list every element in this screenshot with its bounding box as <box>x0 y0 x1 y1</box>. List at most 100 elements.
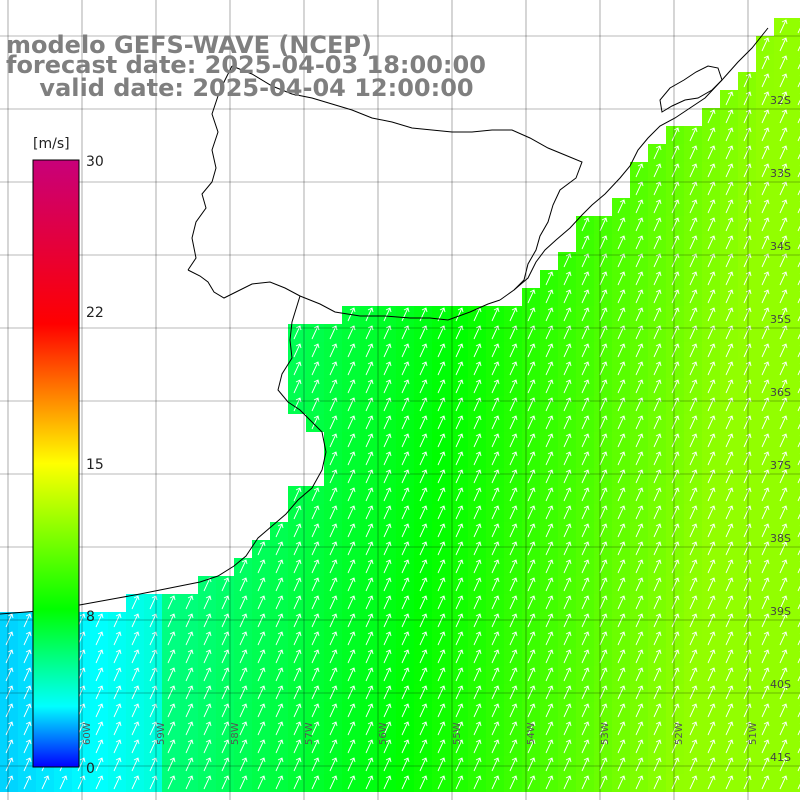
wind-arrow <box>257 739 266 754</box>
wind-arrow <box>347 667 356 682</box>
wind-arrow <box>617 469 626 484</box>
wind-arrow <box>113 667 122 682</box>
wind-arrow <box>329 415 338 430</box>
wind-arrow <box>635 613 644 628</box>
wind-arrow <box>797 93 800 106</box>
wind-arrow <box>599 685 608 700</box>
wind-arrow <box>743 433 752 448</box>
wind-arrow <box>689 559 698 574</box>
wind-arrow <box>599 739 608 754</box>
wind-arrow <box>599 757 608 772</box>
wind-arrow <box>383 559 392 574</box>
wind-arrow <box>779 343 788 358</box>
wind-arrow <box>347 685 356 700</box>
wind-arrow <box>347 775 356 790</box>
wind-arrow <box>131 631 140 646</box>
wind-arrow <box>707 631 716 646</box>
wind-arrow <box>221 667 230 682</box>
title-forecast-date: forecast date: 2025-04-03 18:00:00 <box>6 51 486 79</box>
wind-arrow <box>743 163 752 178</box>
wind-arrow <box>491 757 500 772</box>
wind-arrow <box>779 577 788 592</box>
wind-arrow <box>473 667 482 682</box>
wind-arrow <box>797 651 800 664</box>
wind-arrow <box>653 343 662 358</box>
wind-arrow <box>329 667 338 682</box>
wind-arrow <box>635 667 644 682</box>
wind-arrow <box>383 649 392 664</box>
wind-arrow <box>725 451 734 466</box>
wind-arrow <box>761 109 770 124</box>
wind-arrow <box>419 721 428 736</box>
wind-arrow <box>689 163 698 178</box>
wind-arrow <box>347 577 356 592</box>
wind-arrow <box>653 307 662 322</box>
wind-arrow <box>599 577 608 592</box>
wind-arrow <box>419 541 428 556</box>
wind-arrow <box>239 649 248 664</box>
wind-arrow <box>221 739 230 754</box>
wind-arrow <box>689 721 698 736</box>
wind-arrow <box>653 199 662 214</box>
wind-arrow <box>437 433 446 448</box>
wind-arrow <box>419 667 428 682</box>
wind-arrow <box>185 685 194 700</box>
wind-arrow <box>581 757 590 772</box>
wind-arrow <box>95 649 104 664</box>
wind-arrow <box>653 361 662 376</box>
wind-arrow <box>221 649 230 664</box>
wind-arrow <box>761 757 770 772</box>
wind-arrow <box>725 757 734 772</box>
wind-cell <box>792 504 800 522</box>
wind-arrow <box>545 649 554 664</box>
wind-arrow <box>275 631 284 646</box>
wind-arrow <box>761 667 770 682</box>
wind-arrow <box>635 415 644 430</box>
wind-arrow <box>563 721 572 736</box>
wind-arrow <box>779 361 788 376</box>
wind-arrow <box>203 595 212 610</box>
wind-arrow <box>545 631 554 646</box>
wind-arrow <box>329 739 338 754</box>
wind-arrow <box>743 523 752 538</box>
longitude-label: 56W <box>378 722 389 745</box>
wind-arrow <box>455 559 464 574</box>
wind-cell <box>792 612 800 630</box>
wind-arrow <box>401 451 410 466</box>
wind-cell <box>792 108 800 126</box>
wind-arrow <box>599 703 608 718</box>
wind-arrow <box>779 289 788 304</box>
wind-arrow <box>311 703 320 718</box>
wind-arrow <box>545 379 554 394</box>
wind-arrow <box>491 649 500 664</box>
wind-arrow <box>275 649 284 664</box>
wind-arrow <box>365 685 374 700</box>
wind-arrow <box>653 775 662 790</box>
wind-arrow <box>671 217 680 232</box>
wind-arrow <box>689 505 698 520</box>
wind-arrow <box>797 525 800 538</box>
wind-arrow <box>671 253 680 268</box>
wind-arrow <box>293 649 302 664</box>
wind-arrow <box>725 145 734 160</box>
latitude-labels: 32S 33S 34S 35S 36S 37S 38S 39S 40S 41S <box>770 94 791 764</box>
wind-arrow <box>671 433 680 448</box>
wind-cell <box>792 630 800 648</box>
wind-arrow <box>257 667 266 682</box>
wind-arrow <box>419 307 428 322</box>
wind-arrow <box>617 667 626 682</box>
wind-arrow <box>491 559 500 574</box>
wind-arrow <box>581 235 590 250</box>
wind-arrow <box>77 757 86 772</box>
wind-arrow <box>797 399 800 412</box>
wind-arrow <box>401 541 410 556</box>
wind-arrow <box>527 289 536 304</box>
wind-arrow <box>509 487 518 502</box>
wind-arrow <box>347 649 356 664</box>
wind-arrow <box>419 433 428 448</box>
wind-arrow <box>437 469 446 484</box>
wind-arrow <box>491 433 500 448</box>
wind-arrow <box>239 721 248 736</box>
wind-arrow <box>689 469 698 484</box>
wind-arrow <box>311 757 320 772</box>
